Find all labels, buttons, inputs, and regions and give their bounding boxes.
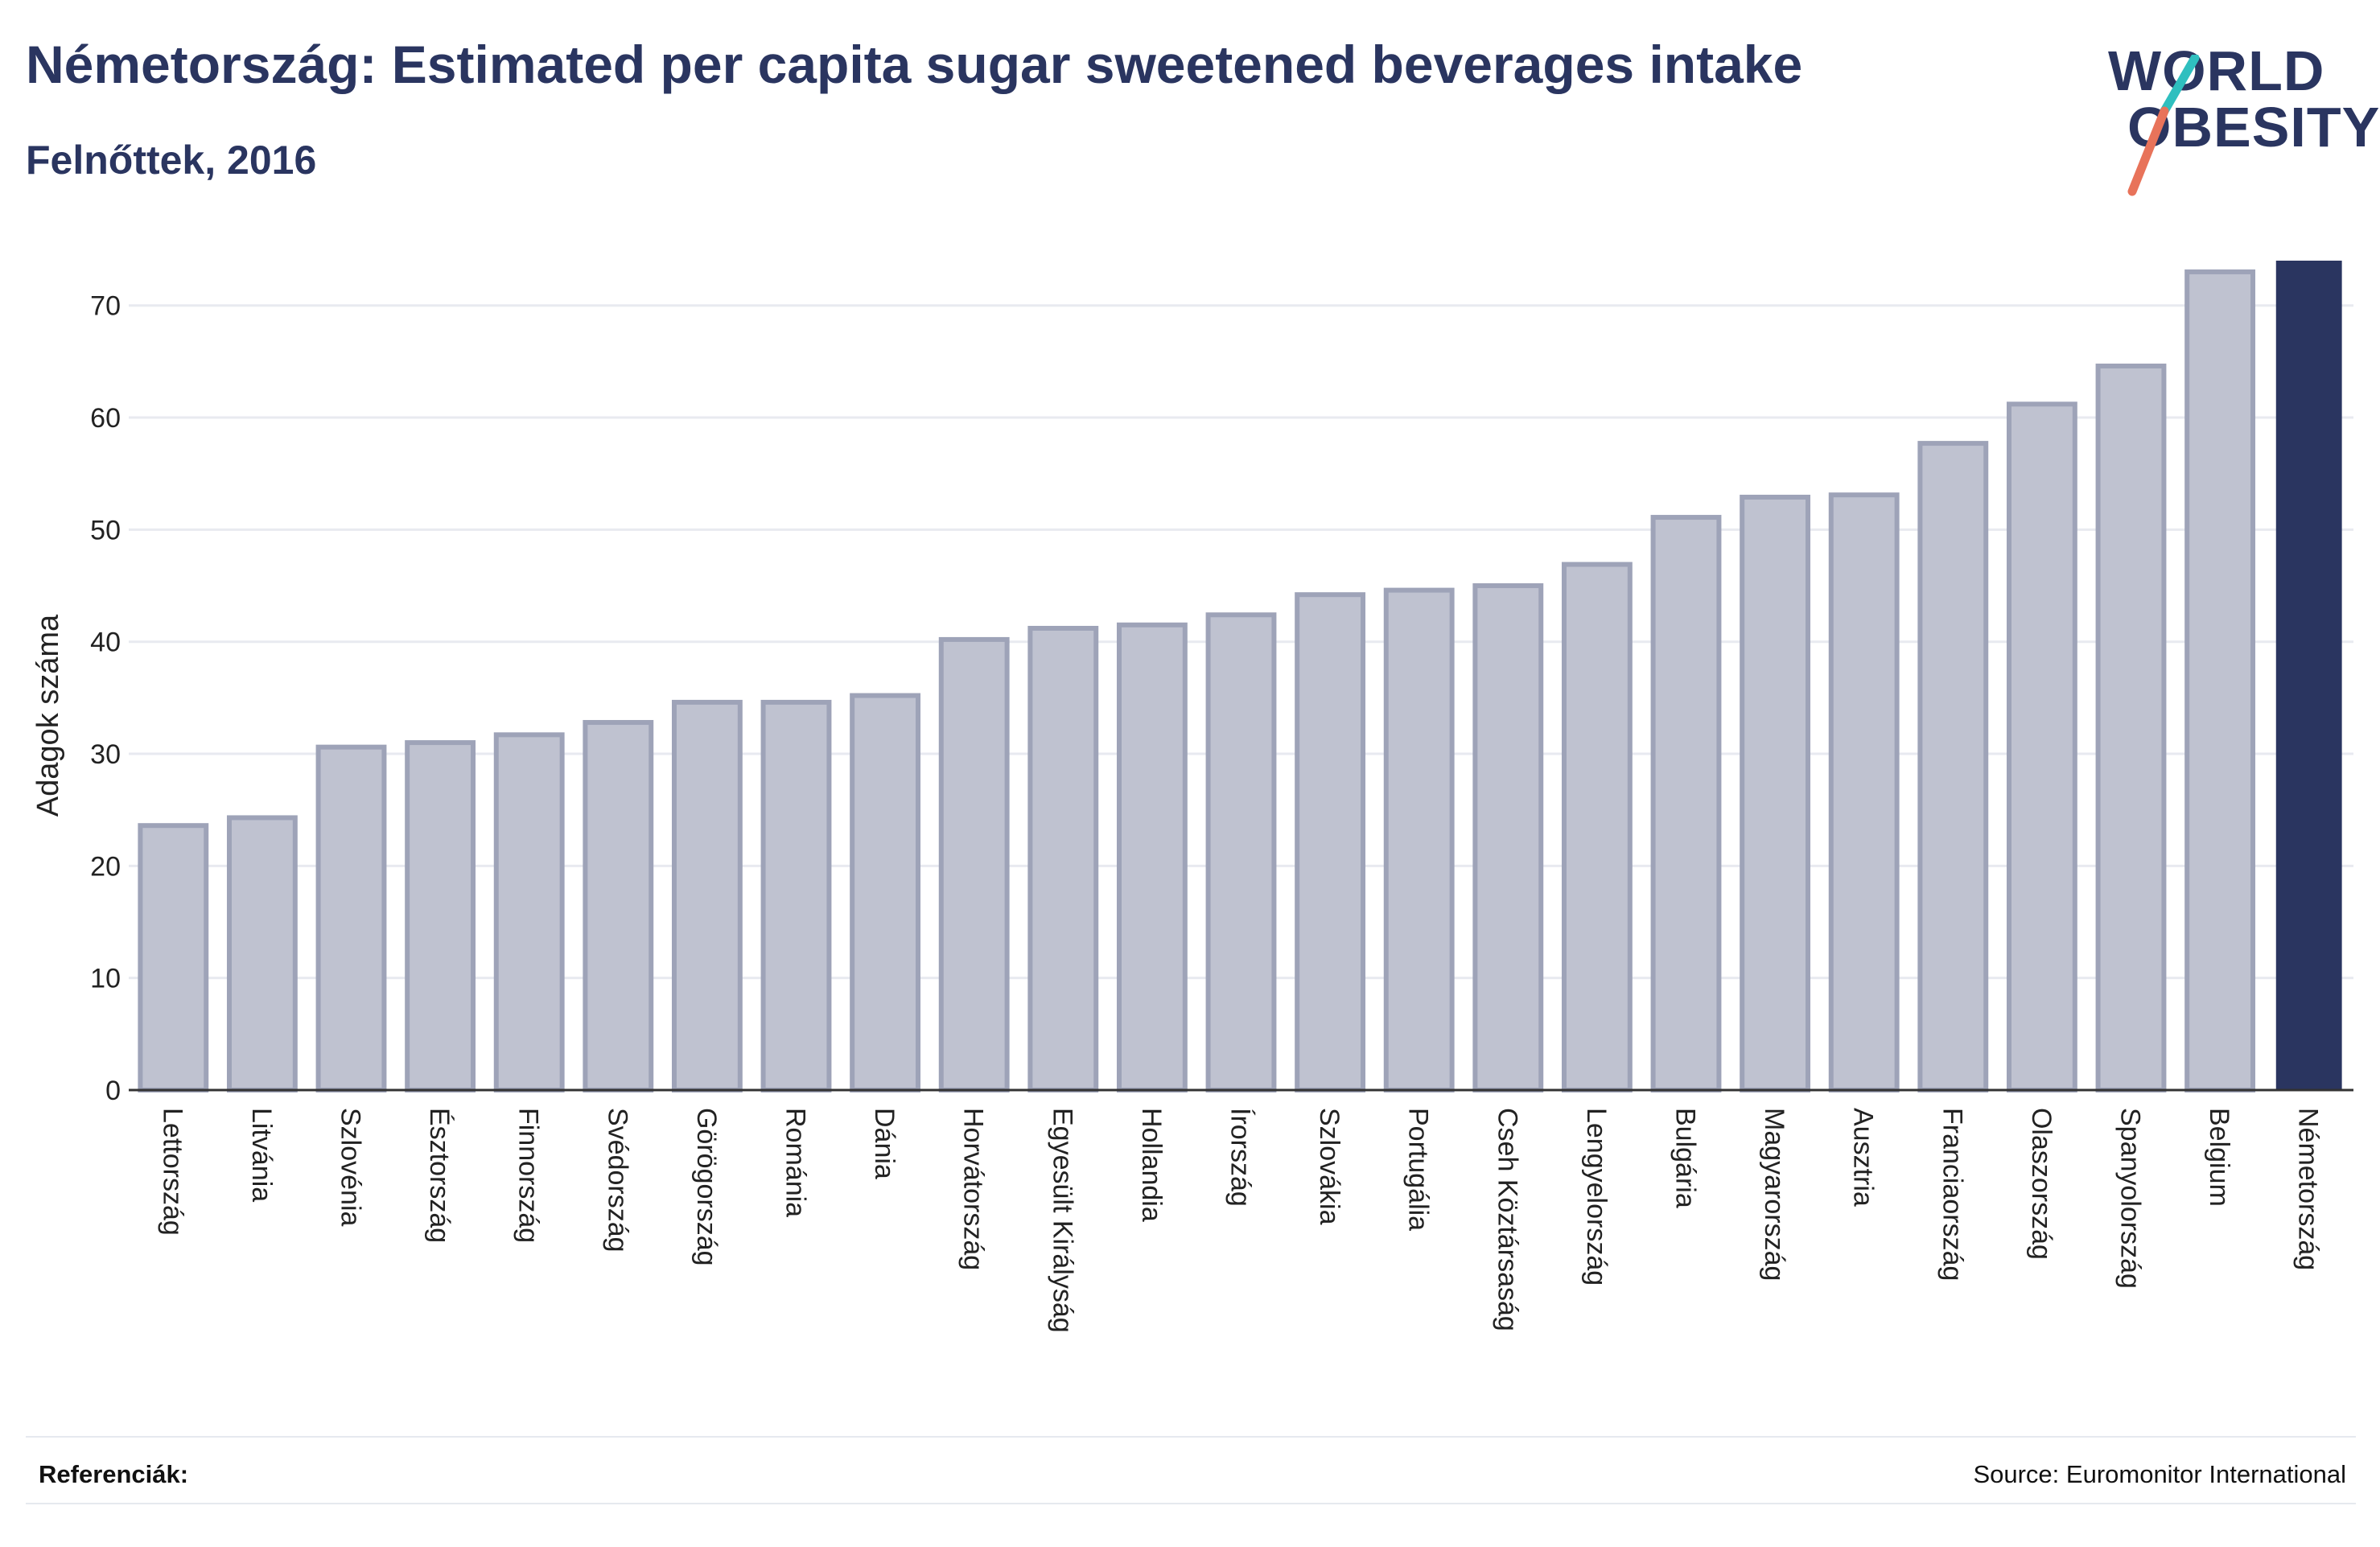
bar-chart: 0 10 20 30 40 50 60 70 Lettország Litvánia Szlové… — [31, 261, 2353, 1333]
y-tick-label: 30 — [90, 739, 121, 770]
bar-horvátország — [938, 636, 1010, 1092]
chart-subtitle: Felnőttek, 2016 — [26, 138, 317, 183]
bar-írország — [1205, 612, 1277, 1092]
x-tick-label: Románia — [780, 1108, 811, 1217]
x-tick-label: Bulgária — [1670, 1108, 1701, 1208]
bar-magyarország — [1740, 494, 1811, 1092]
bar-lengyelország — [1561, 562, 1633, 1092]
bar-spanyolország — [2095, 363, 2167, 1093]
bar-észtország — [405, 740, 476, 1092]
x-tick-label: Franciaország — [1937, 1108, 1967, 1281]
y-tick-label: 0 — [105, 1076, 121, 1106]
bar-románia — [760, 699, 832, 1093]
bar-cseh-köztársaság — [1472, 583, 1544, 1092]
y-tick-label: 10 — [90, 964, 121, 994]
bar-bulgária — [1650, 515, 1722, 1092]
logo-line-1: WORLD — [2108, 39, 2325, 102]
x-tick-label: Szlovákia — [1314, 1108, 1344, 1225]
bar-svédország — [583, 720, 654, 1093]
x-tick-label: Portugália — [1403, 1108, 1434, 1231]
y-tick-label: 60 — [90, 403, 121, 434]
bar-belgium — [2184, 269, 2256, 1092]
x-tick-label: Belgium — [2204, 1108, 2234, 1207]
x-tick-label: Észtország — [424, 1108, 455, 1243]
world-obesity-logo: WORLD OBESITY — [2100, 32, 2379, 196]
bar-dánia — [850, 693, 921, 1092]
bar-hollandia — [1116, 622, 1188, 1092]
bar-portugália — [1383, 587, 1455, 1092]
x-tick-label: Lettország — [157, 1108, 187, 1236]
references-label: Referenciák: — [39, 1460, 189, 1488]
x-tick-label: Horvátország — [958, 1108, 989, 1270]
source-text: Source: Euromonitor International — [1973, 1460, 2346, 1488]
bar-finnország — [493, 732, 565, 1093]
bar-németország — [2275, 261, 2342, 1090]
bar-litvánia — [226, 815, 298, 1092]
y-axis-ticks: 0 10 20 30 40 50 60 70 — [90, 291, 121, 1106]
x-tick-label: Egyesült Királyság — [1047, 1108, 1077, 1333]
x-tick-label: Szlovénia — [336, 1108, 366, 1227]
footer-rule-bottom — [26, 1503, 2356, 1504]
bar-szlovákia — [1295, 592, 1366, 1092]
y-tick-label: 40 — [90, 627, 121, 658]
bar-ausztria — [1828, 492, 1900, 1092]
footer-rule-top — [26, 1436, 2356, 1438]
x-tick-label: Írország — [1225, 1108, 1256, 1207]
x-tick-label: Finnország — [513, 1108, 544, 1243]
x-tick-label: Magyarország — [1759, 1108, 1789, 1281]
y-axis-label: Adagok száma — [31, 614, 65, 817]
x-tick-label: Spanyolország — [2115, 1108, 2146, 1289]
logo-slash-icon — [2127, 55, 2200, 196]
bar-szlovénia — [315, 744, 387, 1092]
x-tick-label: Ausztria — [1848, 1108, 1879, 1207]
x-tick-label: Dánia — [869, 1108, 900, 1179]
y-tick-label: 70 — [90, 291, 121, 322]
bar-franciaország — [1917, 441, 1989, 1092]
x-tick-label: Litvánia — [246, 1108, 277, 1202]
x-tick-label: Hollandia — [1136, 1108, 1167, 1222]
chart-title: Németország: Estimated per capita sugar … — [26, 35, 1803, 94]
y-tick-label: 50 — [90, 515, 121, 545]
x-tick-label: Görögország — [691, 1108, 722, 1266]
x-tick-label: Olaszország — [2026, 1108, 2057, 1260]
x-tick-label: Svédország — [602, 1108, 632, 1253]
bars — [138, 261, 2342, 1093]
x-axis-ticks: Lettország Litvánia Szlovénia Észtország Fin… — [157, 1108, 2323, 1333]
bar-olaszország — [2006, 401, 2077, 1092]
x-tick-label: Lengyelország — [1581, 1108, 1612, 1286]
bar-görögország — [671, 699, 743, 1093]
x-tick-label: Cseh Köztársaság — [1492, 1108, 1522, 1331]
x-tick-label: Németország — [2293, 1108, 2324, 1270]
bar-egyesült-királyság — [1027, 625, 1099, 1092]
y-tick-label: 20 — [90, 851, 121, 882]
bar-lettország — [138, 823, 209, 1092]
